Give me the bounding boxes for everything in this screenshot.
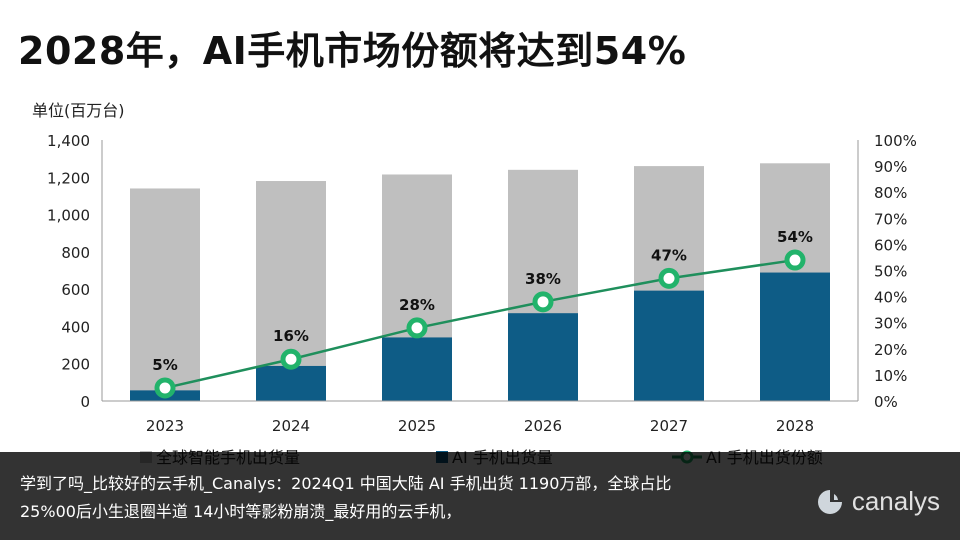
caption-overlay [0,452,960,540]
x-tick-label: 2024 [272,417,310,435]
y2-tick-label: 40% [874,289,907,307]
x-tick-label: 2028 [776,417,814,435]
share-data-label: 47% [651,246,687,264]
y2-tick-label: 60% [874,236,907,254]
bar-ai-shipments [382,337,452,401]
y2-tick-label: 50% [874,263,907,281]
bar-ai-shipments [508,313,578,401]
y-tick-label: 1,000 [47,207,90,225]
share-line [164,258,796,390]
share-data-label: 28% [399,296,435,314]
y-tick-label: 400 [61,318,90,336]
canalys-logo-icon [817,489,842,514]
bar-ai-shipments [760,272,830,401]
share-data-label: 54% [777,228,813,246]
share-point [154,377,176,399]
y-tick-label: 1,200 [47,169,90,187]
bar-global-shipments [130,188,200,401]
share-point [658,267,680,289]
share-point [784,249,806,271]
x-tick-label: 2023 [146,417,184,435]
x-tick-label: 2027 [650,417,688,435]
y2-tick-label: 30% [874,315,907,333]
y2-tick-label: 80% [874,184,907,202]
caption-text: 学到了吗_比较好的云手机_Canalys：2024Q1 中国大陆 AI 手机出货… [20,474,672,521]
y2-tick-label: 0% [874,393,898,411]
canalys-logo-text: canalys [851,486,940,516]
y-tick-label: 1,400 [47,132,90,150]
y-axis-label: 单位(百万台) [32,101,125,120]
y2-tick-label: 10% [874,367,907,385]
share-point [280,348,302,370]
y-tick-label: 200 [61,356,90,374]
share-point [532,291,554,313]
x-tick-label: 2025 [398,417,436,435]
canalys-logo: canalys [816,486,940,517]
bar-ai-shipments [634,290,704,401]
share-data-label: 38% [525,270,561,288]
y2-tick-label: 20% [874,341,907,359]
y-tick-label: 0 [80,393,90,411]
y2-tick-label: 100% [874,132,917,150]
y2-tick-label: 70% [874,210,907,228]
y2-tick-label: 90% [874,158,907,176]
x-tick-label: 2026 [524,417,562,435]
bar-ai-shipments [256,365,326,401]
y-tick-label: 600 [61,281,90,299]
share-point [406,317,428,339]
page-title: 2028年，AI手机市场份额将达到54% [18,29,687,73]
y-tick-label: 800 [61,244,90,262]
share-data-label: 16% [273,327,309,345]
share-data-label: 5% [152,356,177,374]
